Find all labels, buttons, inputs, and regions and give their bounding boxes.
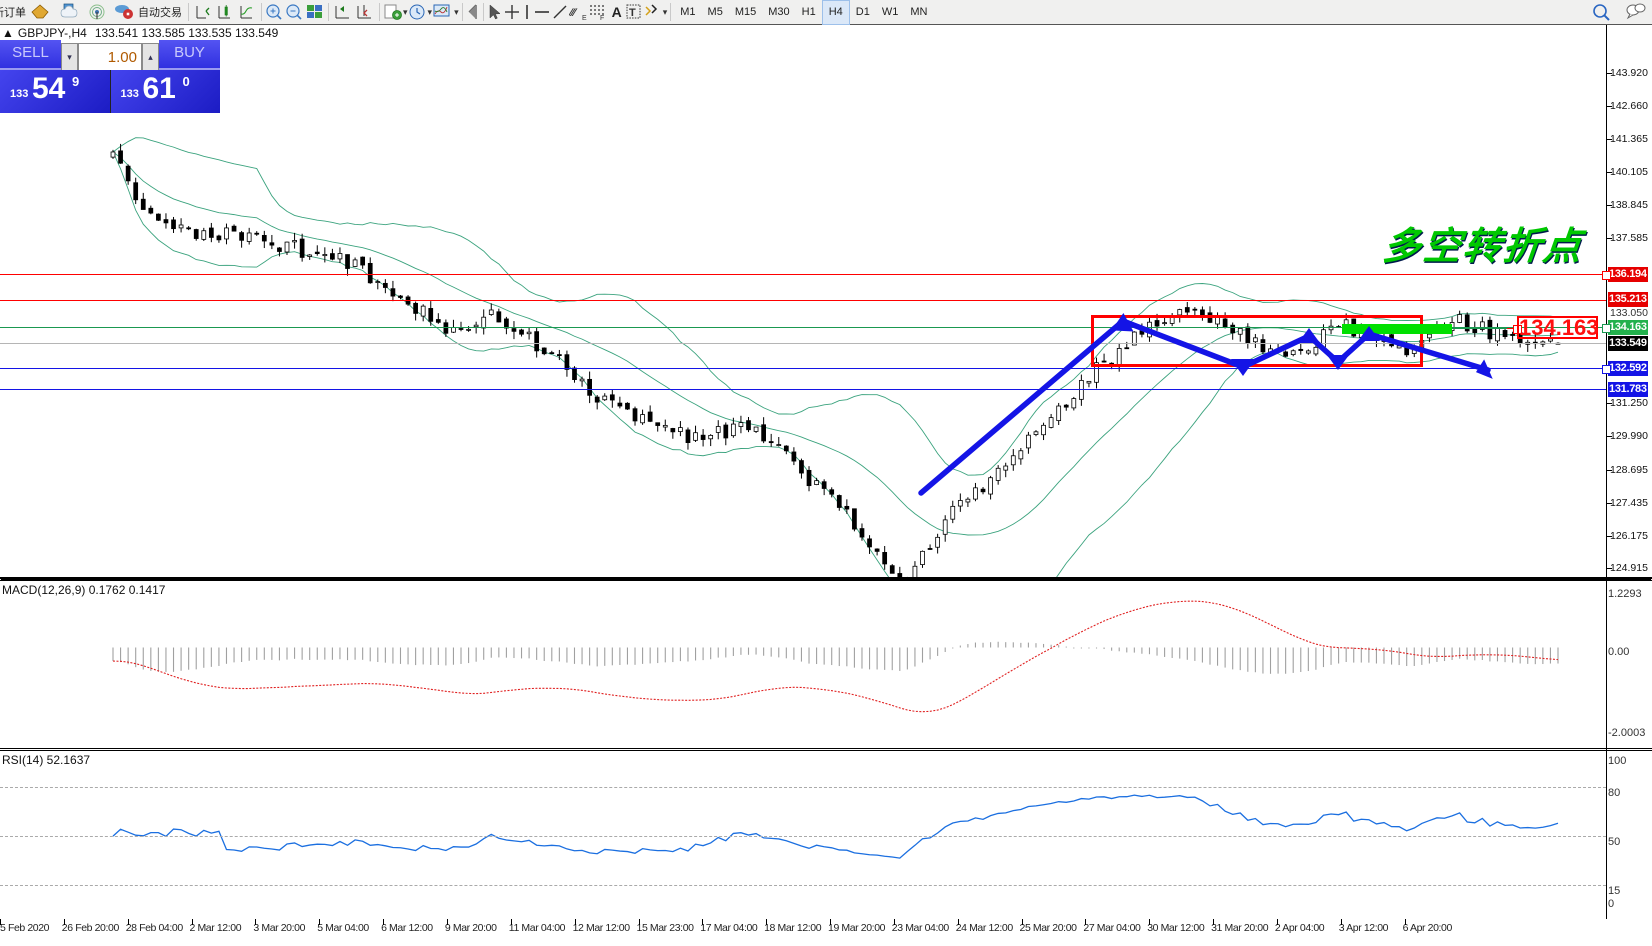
svg-text:T: T	[629, 7, 636, 19]
svg-text:E: E	[582, 15, 587, 21]
svg-text:∕∕∕: ∕∕∕	[569, 7, 578, 19]
svg-text:F: F	[600, 15, 604, 21]
